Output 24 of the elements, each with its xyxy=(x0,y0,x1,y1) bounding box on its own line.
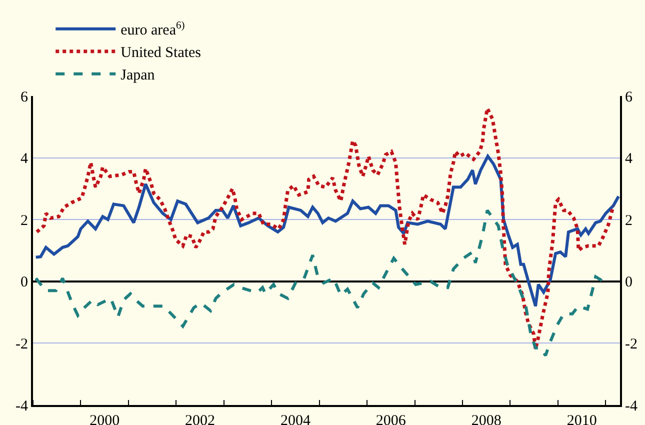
legend-label: euro area$^{6)}$ xyxy=(120,20,186,39)
y2-tick-label: 2 xyxy=(625,212,632,229)
x-tick-label: 2000 xyxy=(90,413,120,425)
x-tick-label: 2006 xyxy=(376,413,406,425)
y2-tick-label: -2 xyxy=(625,336,638,352)
y-tick-label: 6 xyxy=(20,89,28,106)
x-tick-label: 2002 xyxy=(185,413,216,425)
legend-label: Japan xyxy=(120,68,156,84)
y2-tick-label: 0 xyxy=(625,274,632,291)
y-tick-label: -2 xyxy=(16,336,28,352)
line-series xyxy=(34,154,620,308)
y-tick-label: 0 xyxy=(20,274,28,291)
y-tick-label: -4 xyxy=(16,398,28,414)
x-tick-label: 2010 xyxy=(566,413,597,425)
y2-tick-label: -4 xyxy=(625,398,638,414)
y2-tick-label: 6 xyxy=(625,89,633,106)
y-tick-label: 4 xyxy=(20,151,28,168)
x-tick-label: 2004 xyxy=(280,413,311,425)
line-series xyxy=(34,208,605,358)
y-tick-label: 2 xyxy=(20,212,28,229)
legend-label: United States xyxy=(120,45,202,62)
x-tick-label: 2008 xyxy=(471,413,502,425)
y2-tick-label: 4 xyxy=(625,151,633,168)
line-series xyxy=(35,106,616,352)
